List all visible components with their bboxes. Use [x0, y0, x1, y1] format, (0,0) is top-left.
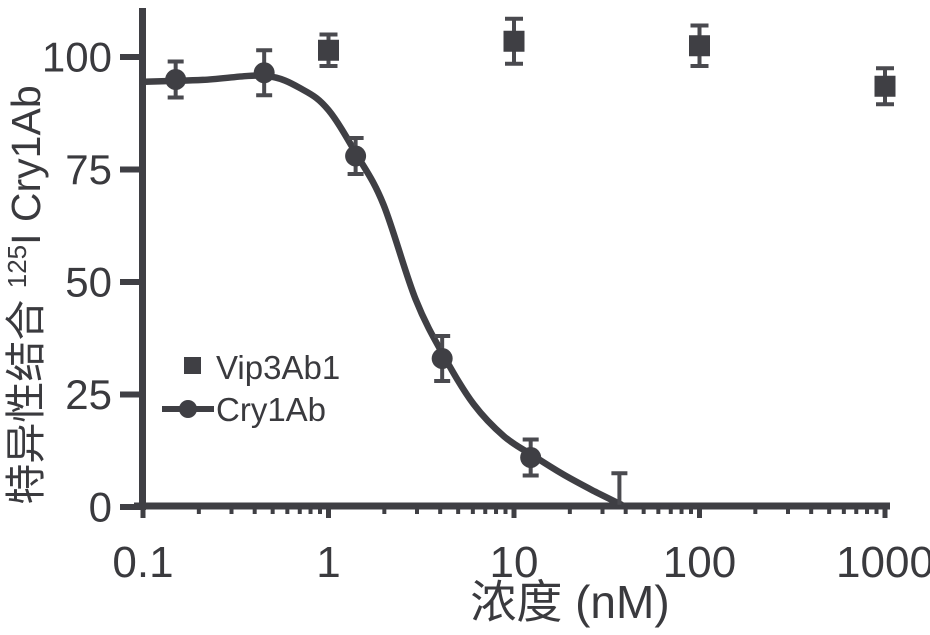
cry1ab-fit-curve [139, 72, 625, 509]
y-tick-label: 25 [65, 371, 112, 418]
series-cry1ab-point [520, 447, 542, 468]
y-axis-title: 特异性结合 125I Cry1Ab [2, 85, 49, 504]
series-cry1ab-point [345, 145, 367, 167]
y-tick-label: 75 [65, 146, 112, 193]
x-tick-label: 1000 [836, 538, 930, 587]
x-tick-label: 0.1 [112, 538, 173, 587]
legend-marker-square-icon [184, 357, 201, 374]
series-cry1ab-point [165, 69, 187, 90]
x-tick-label: 100 [663, 538, 736, 587]
legend-label-vip3ab1: Vip3Ab1 [216, 349, 340, 386]
x-axis-title: 浓度 (nM) [470, 576, 669, 628]
series-vip3ab1-point [318, 39, 339, 61]
x-tick-label: 10 [490, 538, 539, 587]
series-vip3ab1-point [503, 30, 525, 52]
series-cry1ab-point [431, 348, 453, 369]
series-vip3ab1-point [874, 75, 896, 97]
series-cry1ab-point [253, 62, 275, 84]
legend-label-cry1ab: Cry1Ab [216, 391, 326, 428]
legend-marker-circle-icon [179, 400, 197, 418]
series-vip3ab1-point [689, 35, 710, 57]
y-tick-label: 50 [65, 259, 112, 306]
x-tick-label: 1 [316, 538, 340, 587]
y-tick-label: 100 [42, 34, 112, 81]
y-tick-label: 0 [89, 484, 112, 531]
